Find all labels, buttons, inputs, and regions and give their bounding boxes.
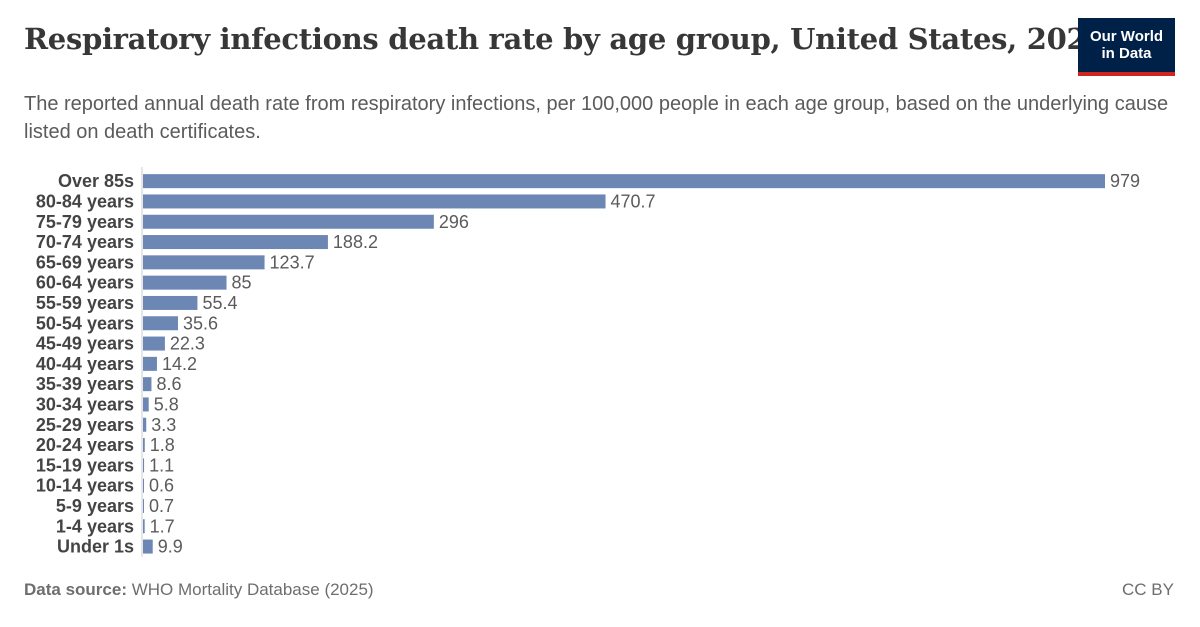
value-label: 1.1 <box>149 455 174 475</box>
value-label: 55.4 <box>202 293 237 313</box>
value-label: 188.2 <box>333 232 378 252</box>
bar[interactable] <box>143 174 1105 189</box>
bar[interactable] <box>143 519 145 534</box>
bar[interactable] <box>143 356 157 371</box>
category-label: 60-64 years <box>36 273 134 293</box>
bar-chart: Over 85s 979 80-84 years 470.7 75-79 years 29… <box>36 167 1140 557</box>
bar[interactable] <box>143 498 144 513</box>
bar[interactable] <box>143 316 178 331</box>
category-label: 45-49 years <box>36 334 134 354</box>
bar[interactable] <box>143 377 152 392</box>
category-label: 15-19 years <box>36 455 134 475</box>
bar[interactable] <box>143 539 153 554</box>
value-label: 35.6 <box>183 313 218 333</box>
chart-subtitle: The reported annual death rate from resp… <box>24 93 1169 143</box>
category-label: Over 85s <box>58 171 134 191</box>
value-label: 0.6 <box>149 476 174 496</box>
data-source-label: Data source: <box>24 580 127 599</box>
category-label: 1-4 years <box>56 516 134 536</box>
value-label: 3.3 <box>151 415 176 435</box>
data-source: Data source: WHO Mortality Database (202… <box>24 580 374 600</box>
bar[interactable] <box>143 438 145 453</box>
chart-title: Respiratory infections death rate by age… <box>24 22 1107 56</box>
category-label: 10-14 years <box>36 476 134 496</box>
category-label: 70-74 years <box>36 232 134 252</box>
license-label[interactable]: CC BY <box>1122 580 1174 599</box>
category-label: 30-34 years <box>36 394 134 414</box>
value-label: 470.7 <box>611 191 656 211</box>
bar[interactable] <box>143 275 227 290</box>
value-label: 0.7 <box>149 496 174 516</box>
bar[interactable] <box>143 478 144 493</box>
value-label: 9.9 <box>158 537 183 557</box>
value-label: 979 <box>1110 171 1140 191</box>
category-label: 65-69 years <box>36 252 134 272</box>
bar[interactable] <box>143 458 145 473</box>
logo-line-2: in Data <box>1101 45 1152 62</box>
category-label: 20-24 years <box>36 435 134 455</box>
bar[interactable] <box>143 336 165 351</box>
category-label: 50-54 years <box>36 313 134 333</box>
category-label: 25-29 years <box>36 415 134 435</box>
value-label: 123.7 <box>270 252 315 272</box>
bar[interactable] <box>143 194 606 209</box>
value-label: 85 <box>232 273 252 293</box>
category-label: 5-9 years <box>56 496 134 516</box>
bar[interactable] <box>143 417 147 432</box>
data-source-text[interactable]: WHO Mortality Database (2025) <box>131 580 374 599</box>
owid-logo[interactable]: Our World in Data <box>1078 18 1175 76</box>
category-label: 35-39 years <box>36 374 134 394</box>
value-label: 1.8 <box>150 435 175 455</box>
category-label: 40-44 years <box>36 354 134 374</box>
value-label: 1.7 <box>150 516 175 536</box>
bar[interactable] <box>143 397 149 412</box>
bar[interactable] <box>143 214 434 229</box>
bar[interactable] <box>143 235 328 250</box>
value-label: 14.2 <box>162 354 197 374</box>
bar[interactable] <box>143 295 198 310</box>
category-label: Under 1s <box>57 537 134 557</box>
value-label: 8.6 <box>156 374 181 394</box>
category-label: 75-79 years <box>36 212 134 232</box>
value-label: 296 <box>439 212 469 232</box>
category-label: 80-84 years <box>36 191 134 211</box>
category-label: 55-59 years <box>36 293 134 313</box>
value-label: 22.3 <box>170 334 205 354</box>
bar[interactable] <box>143 255 265 270</box>
value-label: 5.8 <box>154 394 179 414</box>
logo-line-1: Our World <box>1089 28 1164 45</box>
